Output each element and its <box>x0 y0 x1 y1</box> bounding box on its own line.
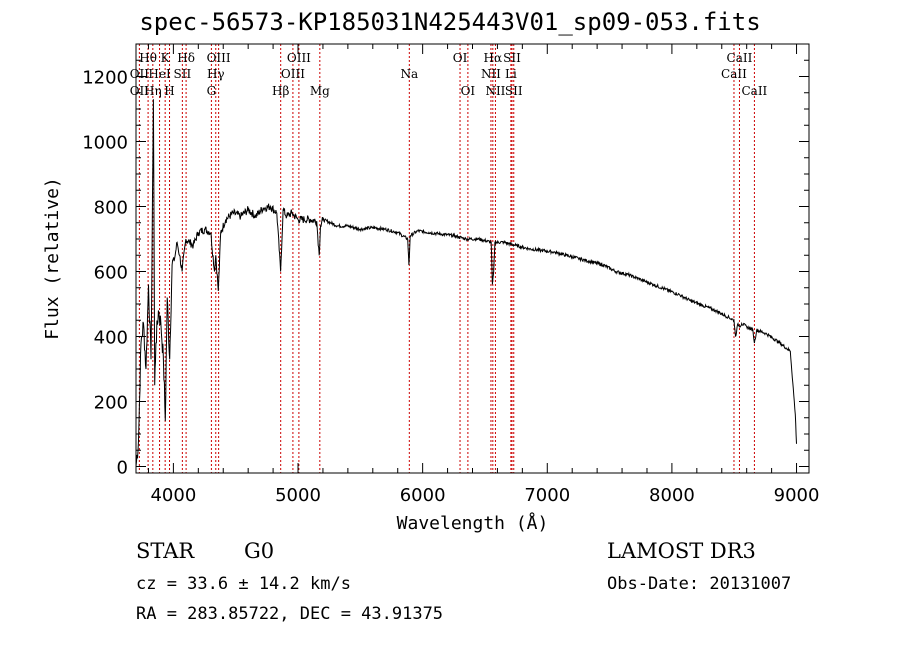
y-tick-label: 1000 <box>82 133 128 154</box>
spectral-line-label: OI <box>453 51 468 65</box>
y-tick-label: 0 <box>117 458 128 479</box>
spectral-line-label: Li <box>505 67 517 81</box>
y-tick-label: 200 <box>94 393 128 414</box>
y-axis-title: Flux (relative) <box>42 177 63 340</box>
spectral-line-label: SII <box>503 51 521 65</box>
spectral-line-label: Mg <box>310 84 330 98</box>
x-tick-label: 5000 <box>275 485 321 506</box>
spectral-line-label: OIII <box>287 51 311 65</box>
x-tick-label: 8000 <box>649 485 695 506</box>
series-layer <box>135 99 797 467</box>
spectral-line-label: Hγ <box>207 67 225 81</box>
spectral-line-label: OIII <box>281 67 305 81</box>
plot-frame <box>135 43 810 474</box>
y-tick-label: 800 <box>94 198 128 219</box>
spectral-line-label: CaII <box>741 84 767 98</box>
spectral-line-label: SII <box>174 67 192 81</box>
plot-title: spec-56573-KP185031N425443V01_sp09-053.f… <box>139 8 761 36</box>
x-tick-label: 6000 <box>400 485 446 506</box>
spectral-line-label: Hβ <box>272 84 289 98</box>
survey-name: LAMOST DR3 <box>607 539 756 563</box>
subclass: G0 <box>244 539 275 563</box>
spectral-line-label: Na <box>400 67 418 81</box>
spectral-line-label: Hθ <box>139 51 157 65</box>
spectral-line-label: Hδ <box>177 51 195 65</box>
spectral-line-label: OI <box>461 84 476 98</box>
spectral-line-label: HeI <box>148 67 171 81</box>
x-axis-title: Wavelength (Å) <box>397 512 549 534</box>
spectral-line-label: OIII <box>207 51 231 65</box>
spectral-line-label: NII <box>481 67 501 81</box>
spectral-line-label: G <box>207 84 217 98</box>
flux-series-line <box>135 99 797 467</box>
spectral-lines-layer <box>138 44 755 473</box>
spectral-line-label: OII <box>130 67 150 81</box>
spectral-line-label: NII <box>485 84 505 98</box>
observation-date: Obs-Date: 20131007 <box>607 574 792 594</box>
spectral-line-label: Hη <box>144 84 162 98</box>
spectral-line-label: OII <box>130 84 150 98</box>
spectral-line-label: H <box>164 84 174 98</box>
x-tick-label: 7000 <box>524 485 570 506</box>
x-tick-label: 9000 <box>774 485 820 506</box>
spectral-line-label: CaII <box>727 51 753 65</box>
y-tick-label: 400 <box>94 328 128 349</box>
axes-layer: 4000 5000 6000 7000 8000 9000 0 200 400 600 800 100… <box>42 43 820 534</box>
coordinates: RA = 283.85722, DEC = 43.91375 <box>136 604 444 624</box>
object-class: STAR <box>136 539 195 563</box>
spectral-line-label: SII <box>505 84 523 98</box>
x-tick-label: 4000 <box>150 485 196 506</box>
spectral-line-label: Hα <box>484 51 503 65</box>
redshift-text: cz = 33.6 ± 14.2 km/s <box>136 574 351 594</box>
spectral-line-label: CaII <box>721 67 747 81</box>
spectral-line-label: K <box>161 51 171 65</box>
y-tick-label: 600 <box>94 263 128 284</box>
y-tick-label: 1200 <box>82 68 128 89</box>
